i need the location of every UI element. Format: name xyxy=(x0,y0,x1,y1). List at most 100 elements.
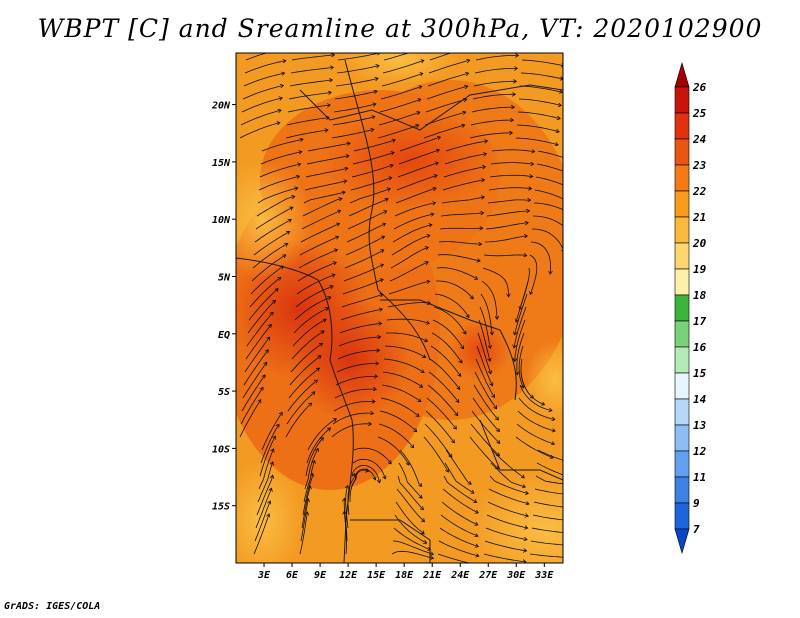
streamline xyxy=(242,363,266,399)
streamline xyxy=(437,254,479,261)
streamline xyxy=(442,488,478,513)
streamline xyxy=(307,419,336,451)
streamline xyxy=(397,475,423,509)
streamline xyxy=(473,81,516,87)
streamline xyxy=(302,199,341,217)
streamline xyxy=(440,213,483,217)
streamline xyxy=(399,449,421,486)
streamline xyxy=(335,79,377,87)
colorbar-label: 26 xyxy=(692,81,707,94)
streamline xyxy=(346,224,385,243)
streamline xyxy=(396,488,424,521)
streamline xyxy=(529,553,563,558)
streamline xyxy=(244,338,269,373)
lat-label: 15N xyxy=(212,158,231,169)
streamline xyxy=(445,449,471,484)
streamline xyxy=(487,200,530,204)
streamline xyxy=(243,73,284,87)
streamline xyxy=(378,423,413,447)
colorbar-min-triangle xyxy=(674,528,690,555)
streamline xyxy=(474,371,496,408)
lon-label: 24E xyxy=(450,570,470,581)
colorbar-box xyxy=(674,398,690,426)
streamline xyxy=(423,125,464,139)
lon-label: 27E xyxy=(478,570,498,581)
lon-label: 6E xyxy=(286,570,299,581)
streamlines xyxy=(239,53,563,563)
chart-title: WBPT [C] and Sreamline at 300hPa, VT: 20… xyxy=(37,14,763,43)
streamline xyxy=(352,153,393,165)
colorbar-box xyxy=(674,242,690,270)
streamline xyxy=(255,208,292,230)
colorbar-box xyxy=(674,320,690,348)
colorbar-label: 13 xyxy=(693,419,707,432)
streamline xyxy=(520,72,563,79)
streamline xyxy=(286,392,314,425)
streamline xyxy=(261,139,302,152)
lat-label: 15S xyxy=(212,502,230,513)
streamline xyxy=(288,369,319,399)
lat-label: 5S xyxy=(218,387,230,398)
field-cool-north xyxy=(340,53,460,85)
colorbar-box xyxy=(674,268,690,296)
streamline xyxy=(487,501,528,516)
streamline xyxy=(256,197,294,217)
streamline xyxy=(530,254,538,294)
streamline xyxy=(426,86,467,100)
streamline xyxy=(346,486,348,529)
streamline xyxy=(516,280,529,321)
streamline xyxy=(244,61,285,74)
grads-credit: GrADS: IGES/COLA xyxy=(4,601,101,612)
streamline xyxy=(444,154,486,165)
streamline xyxy=(386,318,429,323)
colorbar-max-triangle xyxy=(674,61,690,88)
streamline xyxy=(247,301,275,334)
streamline xyxy=(519,85,562,92)
streamline xyxy=(305,438,323,477)
streamline xyxy=(485,223,528,230)
lon-label: 33E xyxy=(534,570,554,581)
streamline xyxy=(260,425,279,464)
streamline xyxy=(350,178,391,191)
streamline xyxy=(432,319,463,348)
streamline xyxy=(480,293,492,334)
streamline xyxy=(431,332,462,362)
streamline xyxy=(490,163,533,165)
streamline xyxy=(475,358,494,397)
streamline xyxy=(475,55,518,61)
streamline xyxy=(472,94,515,100)
streamline xyxy=(472,397,499,431)
streamline xyxy=(394,203,435,217)
streamline xyxy=(519,384,551,411)
streamline xyxy=(306,428,330,464)
streamline xyxy=(520,371,544,404)
streamline xyxy=(334,91,376,100)
streamline xyxy=(382,371,422,387)
streamline xyxy=(477,332,491,373)
border-north xyxy=(299,84,563,131)
colorbar-box xyxy=(674,216,690,244)
streamline xyxy=(293,308,328,334)
colorbar-label: 14 xyxy=(693,393,707,406)
colorbar-box xyxy=(674,476,690,504)
streamline xyxy=(286,118,328,126)
colorbar-box xyxy=(674,138,690,166)
streamline xyxy=(345,237,384,256)
streamline xyxy=(347,474,355,516)
streamline xyxy=(336,66,378,74)
streamline xyxy=(532,514,563,521)
streamline xyxy=(534,189,563,200)
streamline xyxy=(337,350,379,360)
streamline xyxy=(489,175,532,177)
streamline xyxy=(518,98,561,105)
streamline xyxy=(482,267,509,296)
streamline xyxy=(253,232,289,256)
lon-label: 15E xyxy=(367,570,386,581)
streamline xyxy=(443,475,476,502)
streamline xyxy=(352,458,385,478)
streamline xyxy=(291,331,323,360)
streamline xyxy=(285,130,327,139)
streamline xyxy=(381,384,420,401)
streamline xyxy=(474,68,517,74)
